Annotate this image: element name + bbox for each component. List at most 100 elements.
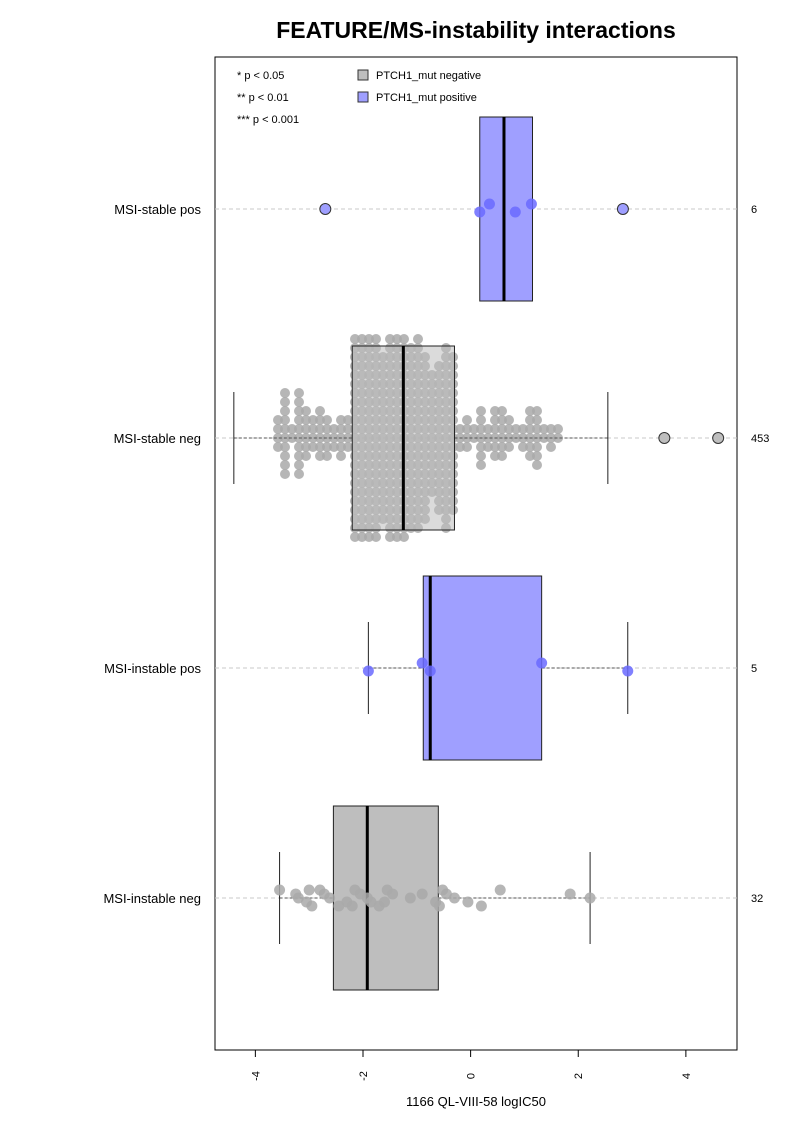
swarm-point — [504, 424, 514, 434]
swarm-point — [308, 424, 318, 434]
swarm-point — [280, 460, 290, 470]
swarm-point — [525, 406, 535, 416]
swarm-point — [497, 424, 507, 434]
y-label: MSI-instable neg — [103, 891, 201, 906]
swarm-point — [532, 442, 542, 452]
swarm-point — [350, 334, 360, 344]
swarm-point — [301, 415, 311, 425]
swarm-point — [294, 388, 304, 398]
swarm-point — [476, 460, 486, 470]
outlier-point — [712, 432, 725, 444]
x-axis: -4 -2 0 2 4 — [250, 1049, 693, 1081]
data-point — [483, 198, 495, 210]
swarm-point — [280, 451, 290, 461]
data-point — [474, 206, 486, 218]
swarm-point — [364, 334, 374, 344]
data-point — [424, 665, 436, 677]
swarm-point — [518, 442, 528, 452]
n-label: 453 — [751, 433, 769, 445]
outlier-point — [658, 432, 671, 444]
swarm-point — [532, 424, 542, 434]
swarm-point — [525, 451, 535, 461]
data-point — [404, 892, 416, 904]
swarm-point — [336, 442, 346, 452]
n-label: 6 — [751, 204, 757, 216]
x-tick-label: 4 — [681, 1073, 693, 1079]
swarm-point — [392, 532, 402, 542]
swarm-point — [518, 424, 528, 434]
swarm-point — [308, 433, 318, 443]
data-point — [274, 884, 286, 896]
data-point — [306, 900, 318, 912]
swarm-point — [476, 415, 486, 425]
swarm-point — [399, 532, 409, 542]
swarm-point — [504, 433, 514, 443]
data-point — [324, 892, 336, 904]
swarm-point — [357, 334, 367, 344]
swarm-point — [294, 469, 304, 479]
data-point — [387, 888, 399, 900]
significance-entry: * p < 0.05 — [237, 70, 284, 82]
swarm-point — [455, 442, 465, 452]
swarm-point — [273, 424, 283, 434]
chart-title: FEATURE/MS-instability interactions — [276, 17, 676, 43]
swarm-point — [294, 424, 304, 434]
outlier-point — [319, 203, 332, 215]
swarm-point — [371, 532, 381, 542]
swarm-point — [504, 442, 514, 452]
x-axis-title: 1166 QL-VIII-58 logIC50 — [406, 1094, 546, 1109]
swarm-point — [322, 451, 332, 461]
swarm-point — [294, 442, 304, 452]
swarm-point — [322, 442, 332, 452]
swarm-point — [357, 532, 367, 542]
swarm-point — [350, 532, 360, 542]
n-label: 5 — [751, 663, 757, 675]
swarm-point — [532, 406, 542, 416]
swarm-point — [497, 415, 507, 425]
significance-entry: ** p < 0.01 — [237, 92, 289, 104]
data-point — [525, 198, 537, 210]
swarm-point — [462, 442, 472, 452]
swarm-point — [392, 334, 402, 344]
swarm-point — [329, 424, 339, 434]
x-tick-label: -2 — [358, 1071, 370, 1081]
swarm-point — [322, 424, 332, 434]
swarm-point — [490, 415, 500, 425]
swarm-point — [532, 460, 542, 470]
data-point — [362, 665, 374, 677]
outlier-point — [616, 203, 629, 215]
swarm-point — [294, 406, 304, 416]
swarm-point — [532, 415, 542, 425]
swarm-point — [483, 424, 493, 434]
swarm-point — [280, 388, 290, 398]
swarm-point — [455, 424, 465, 434]
swarm-point — [280, 397, 290, 407]
swarm-point — [462, 415, 472, 425]
swarm-point — [371, 334, 381, 344]
swarm-point — [385, 334, 395, 344]
swarm-point — [301, 406, 311, 416]
y-label: MSI-stable pos — [114, 202, 201, 217]
data-point — [416, 657, 428, 669]
swarm-point — [546, 442, 556, 452]
swarm-point — [273, 433, 283, 443]
swarm-point — [511, 424, 521, 434]
sample-size-labels: 6 453 5 32 — [751, 204, 769, 905]
swarm-point — [322, 415, 332, 425]
data-point — [475, 900, 487, 912]
swarm-point — [518, 433, 528, 443]
swarm-point — [539, 433, 549, 443]
y-axis-labels: MSI-stable pos MSI-stable neg MSI-instable… — [103, 202, 201, 906]
group-guides — [215, 208, 737, 899]
swarm-point — [476, 424, 486, 434]
swarm-point — [490, 451, 500, 461]
swarm-point — [280, 415, 290, 425]
swarm-point — [476, 442, 486, 452]
swarm-point — [280, 442, 290, 452]
swarm-point — [322, 433, 332, 443]
swarm-point — [308, 442, 318, 452]
swarm-point — [462, 424, 472, 434]
mutation-legend: PTCH1_mut negative PTCH1_mut positive — [357, 69, 481, 104]
swarm-point — [336, 424, 346, 434]
